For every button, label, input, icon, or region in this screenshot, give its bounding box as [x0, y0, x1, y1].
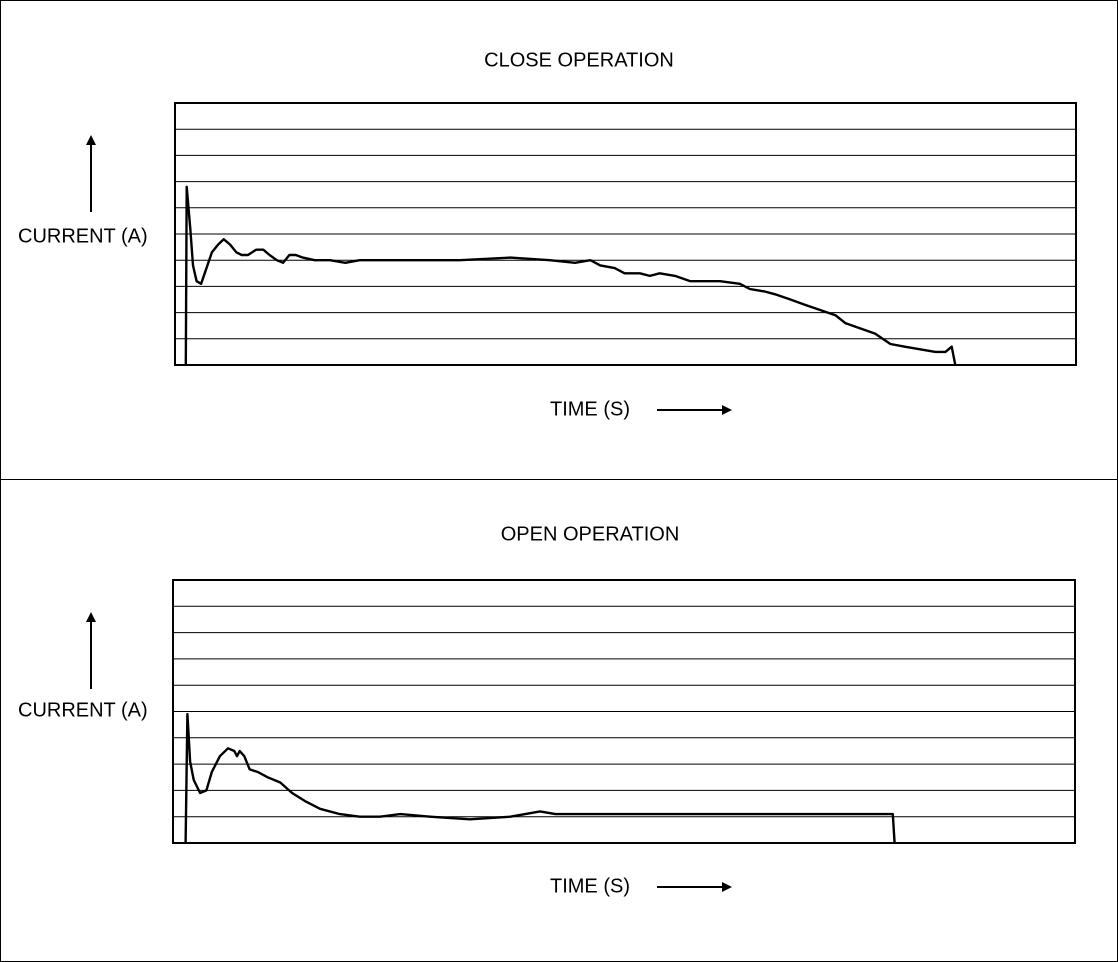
y-axis-label: CURRENT (A) [18, 225, 148, 247]
chart-title: CLOSE OPERATION [484, 49, 674, 71]
plot-frame [174, 102, 1077, 366]
y-axis-label: CURRENT (A) [18, 699, 148, 721]
x-axis-label: TIME (S) [550, 875, 630, 897]
current-line [184, 712, 896, 844]
chart-title: OPEN OPERATION [501, 523, 680, 545]
plot-frame [172, 579, 1076, 844]
current-line [184, 185, 957, 366]
x-axis-label: TIME (S) [550, 398, 630, 420]
